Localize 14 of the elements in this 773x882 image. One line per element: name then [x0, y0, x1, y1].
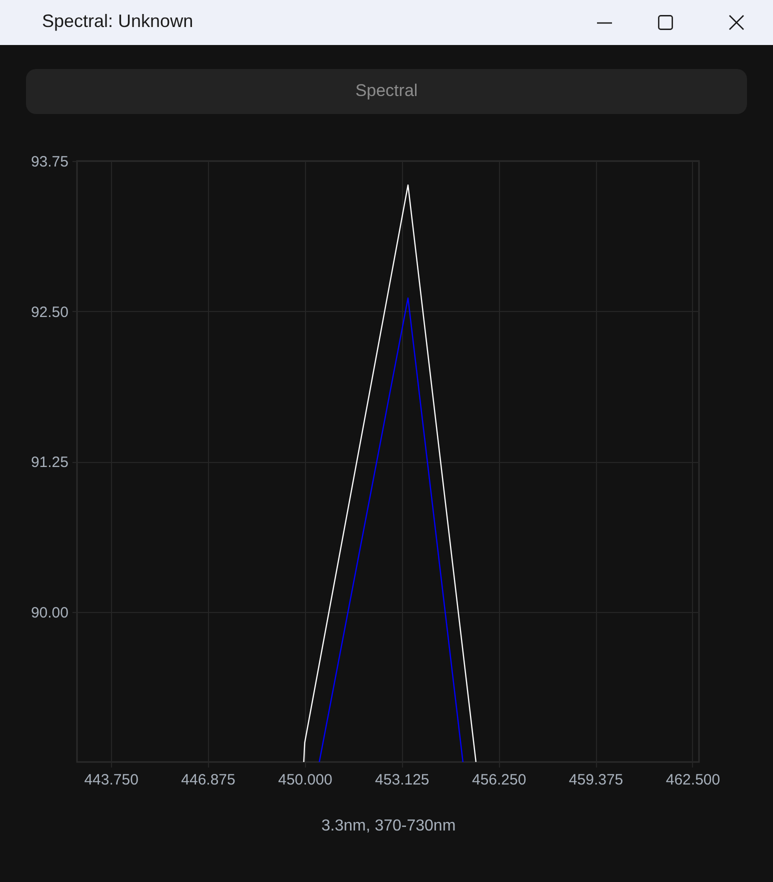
y-tick-label: 93.75	[30, 154, 68, 170]
x-tick-label: 456.250	[472, 772, 526, 788]
x-tick-label: 453.125	[375, 772, 430, 788]
chart-subtitle: Spectral	[354, 81, 419, 101]
y-tick-label: 92.50	[30, 304, 68, 321]
y-tick-label: 90.00	[30, 604, 68, 622]
x-tick-label: 443.750	[84, 772, 138, 788]
x-tick-label: 459.375	[568, 772, 624, 788]
x-tick-label: 462.500	[666, 772, 720, 788]
x-tick-label: 450.000	[278, 772, 332, 788]
y-tick-label: 91.25	[30, 454, 68, 471]
chart-title: Spectral: Unknown	[42, 11, 194, 32]
x-tick-label: 446.875	[181, 772, 236, 788]
x-axis-title: 3.3nm, 370-730nm	[321, 818, 456, 834]
